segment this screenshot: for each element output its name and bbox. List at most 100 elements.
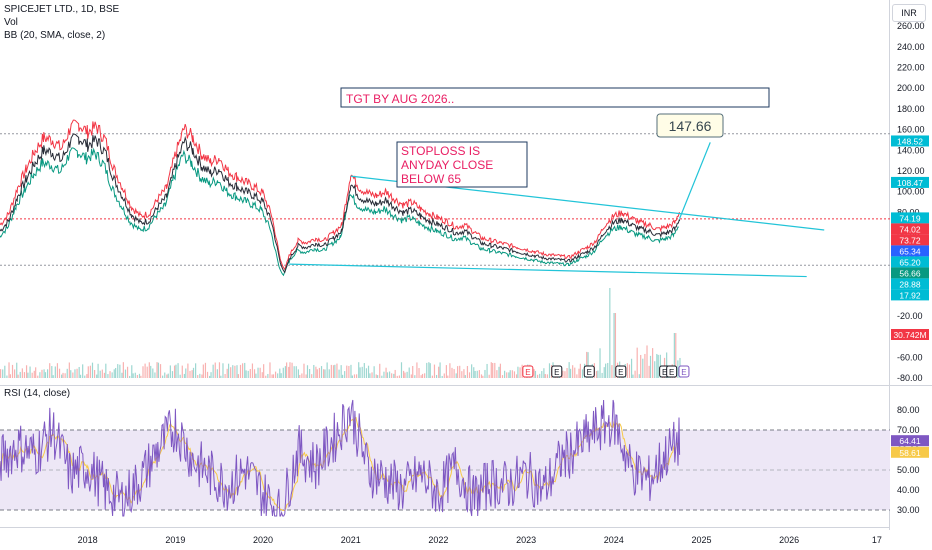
volume-bar (367, 365, 370, 378)
stoploss-line-3: BELOW 65 (401, 172, 461, 186)
volume-bar (373, 366, 375, 378)
volume-bar (439, 362, 441, 378)
volume-bar (566, 368, 568, 378)
volume-bar (383, 371, 385, 378)
volume-bar (426, 362, 428, 378)
volume-bar (175, 364, 177, 378)
volume-bar (609, 288, 611, 378)
volume-bar (400, 362, 403, 378)
earnings-marker-box[interactable] (666, 365, 678, 378)
stoploss-annotation[interactable]: STOPLOSS IS ANYDAY CLOSE BELOW 65 (396, 141, 528, 188)
volume-bar (25, 365, 28, 378)
volume-bar (267, 373, 269, 378)
earnings-marker-box[interactable] (551, 365, 563, 378)
volume-bar (607, 362, 609, 378)
rsi-label-badge (891, 446, 929, 458)
volume-bar (156, 362, 158, 378)
volume-bar (572, 365, 574, 378)
volume-bar (105, 363, 107, 378)
volume-bar (134, 372, 136, 378)
price-axis-labels: 148.52 108.47 74.1974.0273.7265.3465.2056.… (891, 135, 929, 458)
volume-bar (324, 369, 326, 378)
volume-bar (445, 365, 447, 378)
volume-bar (601, 372, 603, 378)
earnings-marker-box[interactable] (522, 365, 534, 378)
earnings-marker-box[interactable] (583, 365, 595, 378)
rsi-tick-label: 50.00 (897, 465, 920, 475)
volume-legend[interactable]: Vol (4, 17, 18, 28)
volume-bar (541, 371, 543, 378)
target-projection-trendline[interactable] (679, 142, 711, 219)
volume-bar (201, 374, 203, 378)
volume-bar (303, 363, 305, 378)
volume-bar (68, 362, 70, 378)
volume-bar (361, 366, 363, 378)
earnings-marker-box[interactable] (615, 365, 627, 378)
volume-bar (103, 372, 106, 378)
volume-bar (179, 374, 181, 378)
price-label-badge (891, 135, 929, 147)
volume-bar (305, 374, 307, 378)
target-price-callout-text: 147.66 (669, 118, 712, 134)
symbol-title[interactable]: SPICEJET LTD., 1D, BSE (4, 4, 120, 15)
volume-bar (29, 366, 31, 378)
bb-legend[interactable]: BB (20, SMA, close, 2) (4, 30, 106, 41)
target-annotation[interactable]: TGT BY AUG 2026.. (340, 87, 770, 108)
price-axis-ticks[interactable]: 260.00 240.00 220.00 200.00 180.00 160.00 140.… (897, 21, 925, 383)
volume-bar (239, 364, 242, 378)
volume-bar (253, 369, 256, 378)
volume-bar (251, 363, 254, 378)
volume-bar (494, 362, 496, 378)
rsi-legend[interactable]: RSI (14, close) (4, 388, 71, 399)
volume-bar (348, 365, 350, 378)
volume-bar (52, 375, 54, 378)
rsi-tick-label: 40.00 (897, 485, 920, 495)
target-price-callout-box[interactable] (656, 113, 724, 138)
volume-bar (334, 364, 336, 378)
volume-bar (78, 366, 80, 378)
target-price-callout[interactable]: 147.66 (656, 113, 724, 138)
volume-bar (486, 363, 488, 378)
volume-bar (473, 367, 475, 378)
lower-channel-trendline[interactable] (289, 263, 807, 278)
target-annotation-box[interactable] (340, 87, 770, 108)
earnings-marker-box[interactable] (678, 365, 690, 378)
volume-bar (488, 374, 490, 378)
volume-bar (291, 362, 293, 378)
volume-bar (2, 369, 4, 378)
volume-bar (644, 353, 646, 378)
rsi-tick-label: 80.00 (897, 405, 920, 415)
volume-bar (626, 363, 628, 378)
volume-bar (237, 374, 240, 378)
volume-bar (144, 363, 146, 378)
volume-bar (17, 374, 19, 378)
volume-bar (386, 372, 389, 378)
volume-bar (124, 369, 127, 378)
volume-bar (259, 367, 261, 378)
volume-bar (117, 364, 119, 378)
volume-bar (468, 372, 471, 378)
volume-bar (478, 370, 480, 378)
volume-bar (159, 364, 162, 378)
volume-bar (277, 373, 279, 378)
volume-bar (546, 374, 549, 378)
volume-bar (431, 375, 433, 378)
volume-bar (654, 361, 656, 378)
time-axis-ticks[interactable]: 2018 2019 2020 2021 2022 2023 2024 2025 2026 17 (78, 535, 882, 545)
volume-bar (43, 369, 45, 378)
volume-bar (350, 364, 352, 378)
volume-bar (157, 362, 160, 378)
volume-bar (393, 373, 395, 378)
stoploss-annotation-box[interactable] (396, 141, 528, 188)
volume-bar (126, 366, 129, 378)
volume-bar (122, 362, 124, 378)
volume-bar (471, 364, 473, 378)
volume-bar (202, 364, 204, 378)
currency-button[interactable]: INR (892, 4, 926, 22)
price-label-text: 73.72 (899, 235, 921, 245)
main-pane[interactable] (0, 0, 890, 385)
volume-bar (289, 362, 291, 378)
